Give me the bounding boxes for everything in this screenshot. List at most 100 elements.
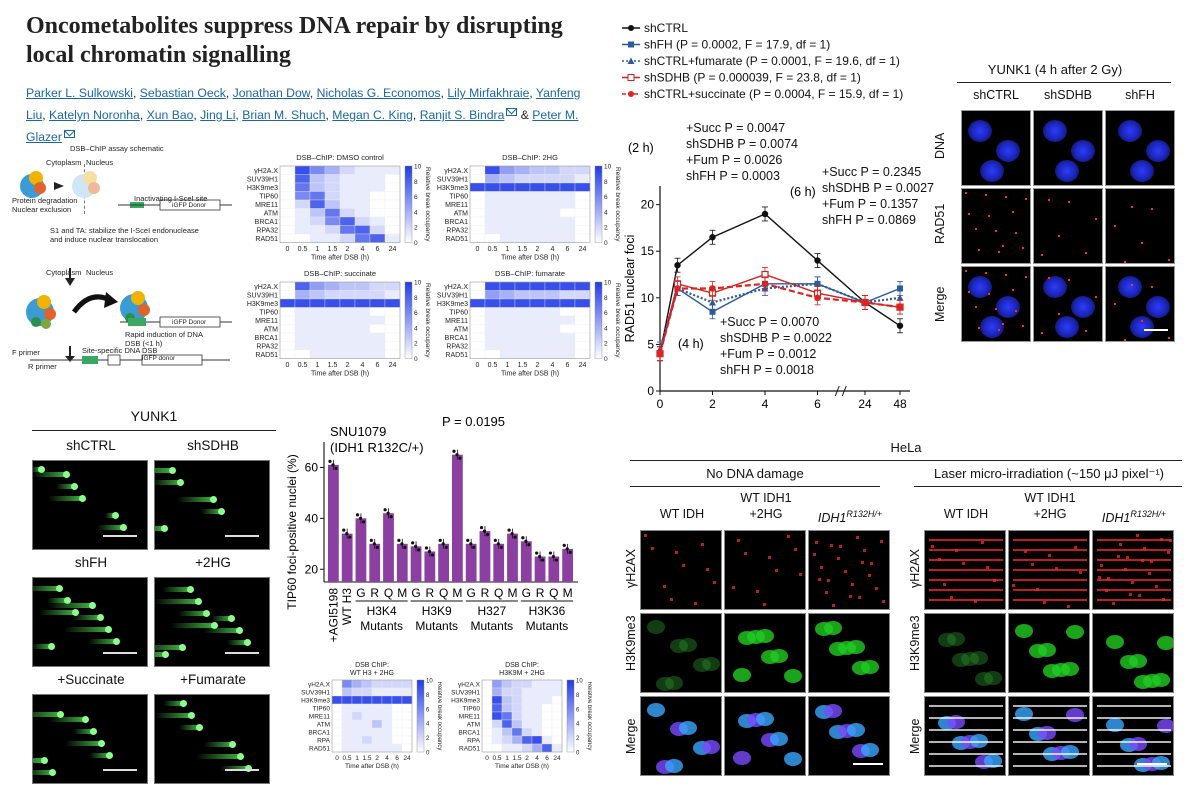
author-link[interactable]: Xun Bao [146,108,194,122]
heatmap-col-label: 2 [536,246,540,253]
author-link[interactable]: Jonathan Dow [232,86,310,100]
gh2ax-focus [1150,560,1153,563]
author-separator: , [193,108,201,122]
comet-head [90,728,97,735]
colorbar-tick: 2 [426,736,430,742]
rapid-label: Rapid induction of DNA DSB (<1 h) [125,330,203,348]
author-link[interactable]: Megan C. King [332,108,413,122]
heatmap-colorbar [594,281,603,359]
author-link[interactable]: Yanfeng Liu [26,86,581,122]
colorbar-tick: 2 [414,225,418,232]
gh2ax-focus [815,541,818,544]
nucleus-blob [1129,654,1147,668]
bar-point [369,538,373,542]
gh2ax-focus [1055,567,1058,570]
heatmap-cell [351,743,363,753]
rad51-focus [968,291,970,293]
heatmap-cell [384,216,401,226]
bar-point [493,538,497,542]
heatmap-cell [401,735,413,745]
comet-tail [196,754,240,759]
heatmap-cell [531,711,543,721]
rad51-focus [988,293,990,295]
comet-tail [48,603,92,608]
email-icon[interactable] [63,130,75,138]
gh2ax-focus [1138,594,1141,597]
y-tick-label: 15 [641,244,655,258]
bar-point [430,553,435,557]
micrograph-tile [961,266,1031,342]
heatmap-cell [354,341,371,351]
gh2ax-focus [868,574,871,577]
rad51-focus [1015,232,1017,234]
heatmap-cell [491,711,503,721]
gh2ax-focus [1031,563,1034,566]
heatmap-cell [369,199,386,209]
comet-head [195,598,202,605]
heatmap-row-label: RAD51 [445,352,468,359]
heatmap-cell [551,719,563,729]
colorbar-tick: 4 [414,325,418,332]
heatmap-cell [514,332,531,342]
comet-tail [162,587,190,592]
hela-col-label: WT IDH1 +2HG [724,490,808,522]
author-link[interactable]: Sebastian Oeck [139,86,226,100]
heatmap-cell [341,679,353,689]
heatmap-cell [559,174,576,184]
bar-point [562,543,566,548]
laser-stripe [1013,569,1087,571]
heatmap-cell [501,727,513,737]
heatmap-cell [544,341,561,351]
heatmap-row-label: MRE11 [255,202,278,209]
heatmap-row-label: H3K9me3 [247,185,278,192]
heatmap-cell [294,281,311,291]
heatmap-cell [351,703,363,713]
gh2ax-focus [1074,546,1077,549]
comet-head [89,602,96,609]
bar-point [400,542,404,546]
author-link[interactable]: Ranjit S. Bindra [419,108,505,122]
author-link[interactable]: Parker L. Sulkowski [26,86,134,100]
author-link[interactable]: Peter M. Glazer [26,108,579,144]
heatmap: DSB–ChIP: succinateγH2A.XSUV39H1H3K9me3T… [247,269,431,378]
heatmap-cell [309,233,326,243]
heatmap-cell [324,290,341,300]
micrograph-tile [961,188,1031,264]
author-link[interactable]: Nicholas G. Economos [316,86,441,100]
nucleus-blob [665,759,683,773]
bar-category-label: M [452,586,462,600]
heatmap-col-label: 24 [579,362,587,369]
hela-micrograph [1092,530,1174,610]
author-link[interactable]: Jing Li [200,108,236,122]
author-separator: , [529,86,536,100]
group-label: H3K4 [367,604,397,618]
author-link[interactable]: Brian M. Shuch [242,108,326,122]
heatmap-cell [339,191,356,201]
gh2ax-focus [713,581,716,584]
heatmap-cell [354,281,371,291]
heatmap-cell [531,695,543,705]
heatmap-row-label: RPA32 [256,343,278,350]
heatmap-cell [544,324,561,334]
bar [328,464,339,582]
group-label: Mutants [360,619,403,633]
heatmap-cell [559,290,576,300]
heatmap-cell [559,208,576,218]
heatmap-cell [481,727,493,737]
title-rule [957,82,1171,83]
annot-2h-line: shFH P = 0.0003 [686,169,780,183]
heatmap-title: DSB–ChIP: succinate [304,269,376,278]
heatmap-cell [484,307,501,317]
hela-rule [630,460,1182,461]
author-link[interactable]: Katelyn Noronha [49,108,140,122]
nucleus-blob [770,732,788,746]
author-link[interactable]: Lily Mirfakhraie [447,86,530,100]
gh2ax-focus [799,573,802,576]
heatmap-cell [354,208,371,218]
heatmap-title: DSB ChIP: [355,662,389,669]
heatmap-row-label: SUV39H1 [247,176,278,183]
heatmap-cell [551,743,563,753]
annot-4h-line: shSDHB P = 0.0022 [720,331,832,345]
heatmap-cell [484,349,501,359]
email-icon[interactable] [506,108,518,116]
